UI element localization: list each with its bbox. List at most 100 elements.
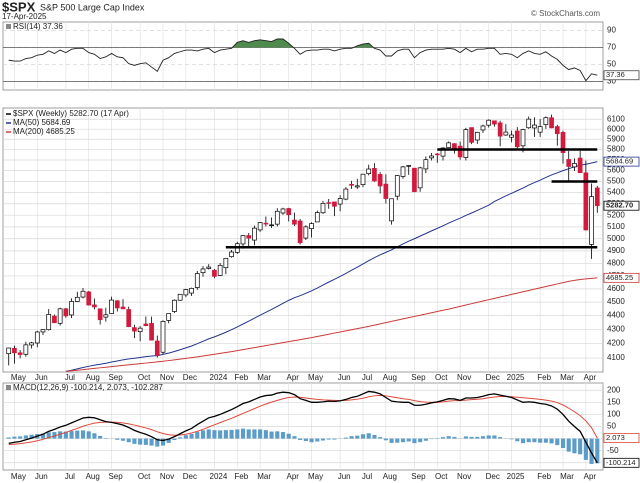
candle-body [143,323,149,327]
y-tick-label: 70 [607,43,616,52]
histogram-bar [12,436,17,439]
candle-body [526,118,532,129]
value-label: 37.36 [606,70,625,79]
candle-body [252,227,257,241]
candle-body [349,183,354,186]
candle-body [394,175,400,197]
x-tick-label: Nov [457,373,471,382]
histogram-bar [269,431,274,439]
histogram-bar [378,437,383,439]
candle-body [532,124,537,129]
candle-body [520,129,526,147]
histogram-bar [303,438,308,441]
x-tick-label: Oct [138,373,151,382]
candle-body [429,155,434,159]
histogram-bar [92,433,97,439]
histogram-bar [532,438,537,443]
histogram-bar [326,438,331,440]
candle-body [314,212,320,223]
candle-body [457,145,463,158]
histogram-bar [143,438,148,445]
legend: MACD(12,26,9) -100.214, 2.073, -102.287 [13,383,163,392]
x-tick-label: Oct [435,472,448,481]
y-tick-label: 4200 [607,339,625,348]
histogram-bar [498,437,503,439]
histogram-bar [120,438,126,441]
histogram-bar [555,438,560,446]
candle-body [103,314,109,318]
y-tick-label: 100 [607,410,621,419]
histogram-bar [166,438,171,443]
x-tick-label: Dec [486,472,500,481]
x-tick-label: Feb [537,472,551,481]
histogram-bar [520,438,526,444]
candle-body [469,127,474,143]
histogram-bar [75,430,80,439]
x-tick-label: May [308,472,323,481]
candle-body [446,142,452,149]
histogram-bar [80,430,86,439]
histogram-bar [206,429,211,439]
histogram-bar [412,438,417,444]
histogram-bar [543,438,548,443]
histogram-bar [52,432,57,439]
histogram-bar [160,438,166,446]
candle-body [406,165,412,167]
histogram-bar [280,432,286,439]
histogram-bar [69,431,74,439]
histogram-bar [309,438,314,443]
candle-body [383,183,389,199]
candle-body [63,308,69,317]
x-tick-label: Jul [65,373,75,382]
x-tick-label: Oct [435,373,448,382]
x-tick-label: Oct [138,472,151,481]
x-tick-label: Jun [338,373,351,382]
x-tick-label: Feb [234,472,248,481]
histogram-bar [229,429,234,439]
y-tick-label: 50 [607,422,616,431]
legend: $SPX (Weekly) 5282.70 (17 Apr) [13,109,129,118]
candle-body [166,313,172,321]
legend-swatch [6,385,11,390]
x-tick-label: Apr [286,373,299,382]
histogram-bar [538,438,543,443]
y-tick-label: 5800 [607,145,625,154]
histogram-bar [178,437,183,439]
histogram-bar [480,436,486,439]
candle-body [120,306,126,310]
candle-body [326,202,332,204]
histogram-bar [286,433,291,439]
histogram-bar [572,438,577,454]
histogram-bar [320,438,326,441]
candle-body [46,314,52,331]
y-tick-label: 5100 [607,222,625,231]
x-tick-label: Jul [362,472,372,481]
value-box [603,156,640,167]
candle-body [343,188,349,200]
x-tick-label: Jun [338,472,351,481]
x-tick-label: Nov [457,472,471,481]
moving-average [65,161,598,372]
candle-body [337,198,343,205]
candle-body [497,122,503,137]
y-tick-label: 200 [607,385,621,394]
candle-body [434,153,440,156]
value-box [603,457,640,468]
x-tick-label: May [308,373,323,382]
histogram-bar [132,438,137,444]
histogram-bar [98,435,103,439]
candle-body [366,168,372,175]
candle-body [509,134,514,138]
y-tick-label: 150 [607,397,621,406]
candle-body [332,201,337,207]
candle-body [126,309,132,327]
x-tick-label: Dec [486,373,500,382]
x-tick-label: May [11,373,26,382]
histogram-bar [578,438,583,455]
candle-body [492,120,497,125]
histogram-bar [406,438,411,442]
y-tick-label: 4400 [607,311,625,320]
y-tick-label: 5500 [607,177,625,186]
candle-body [297,220,303,244]
